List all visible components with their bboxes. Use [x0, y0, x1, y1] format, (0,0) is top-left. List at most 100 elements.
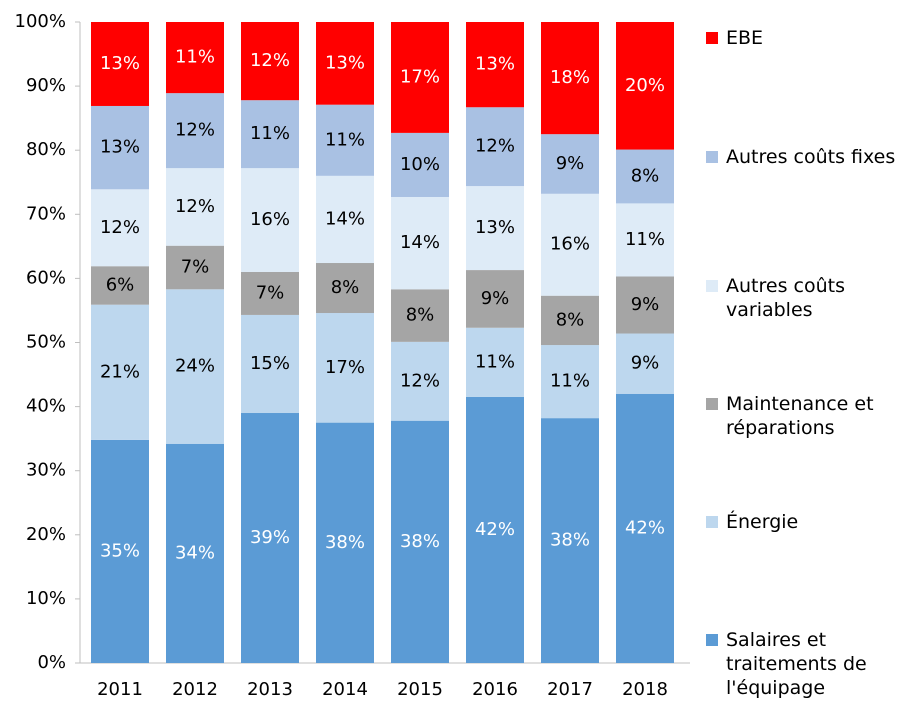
bar-segment [466, 270, 524, 328]
data-label: 11% [250, 123, 290, 144]
x-tick-label: 2015 [397, 679, 443, 700]
bar-segment [541, 418, 599, 663]
bar-segment [316, 313, 374, 423]
bar-segment [391, 132, 449, 197]
data-label: 16% [250, 209, 290, 230]
bar-segment [91, 266, 149, 305]
bar-segment [466, 186, 524, 271]
bar-segment [166, 245, 224, 290]
data-label: 10% [400, 154, 440, 175]
data-label: 15% [250, 353, 290, 374]
data-label: 8% [406, 305, 435, 326]
legend-swatch [706, 32, 718, 44]
bar-segment [391, 289, 449, 342]
data-label: 8% [556, 309, 585, 330]
legend-item: Autres coûts fixes [706, 145, 906, 169]
legend-label: Salaires et traitements de l'équipage [726, 629, 867, 699]
y-tick-label: 20% [26, 524, 66, 545]
bar-segment [466, 396, 524, 663]
bar-segment [466, 107, 524, 187]
bar-segment [166, 22, 224, 94]
bar-segment [166, 93, 224, 169]
data-label: 12% [175, 196, 215, 217]
bar-segment [616, 203, 674, 277]
y-tick-label: 60% [26, 267, 66, 288]
data-label: 8% [631, 165, 660, 186]
data-label: 38% [550, 530, 590, 551]
legend-swatch [706, 151, 718, 163]
data-label: 6% [106, 274, 135, 295]
bar-segment [616, 393, 674, 663]
legend-label: Autres coûts variables [726, 275, 845, 321]
data-label: 11% [475, 351, 515, 372]
data-label: 9% [631, 294, 660, 315]
bar-segment [241, 314, 299, 414]
y-tick-label: 30% [26, 460, 66, 481]
legend-swatch [706, 516, 718, 528]
y-tick-label: 50% [26, 332, 66, 353]
legend-item: Énergie [706, 510, 906, 534]
data-label: 11% [625, 229, 665, 250]
data-label: 20% [625, 75, 665, 96]
bar-segment [616, 22, 674, 150]
x-tick-label: 2011 [97, 679, 143, 700]
data-label: 11% [325, 129, 365, 150]
bar-segment [541, 22, 599, 135]
bar-segment [241, 168, 299, 272]
data-label: 18% [550, 67, 590, 88]
data-label: 16% [550, 234, 590, 255]
data-label: 35% [100, 540, 140, 561]
data-label: 42% [625, 517, 665, 538]
bar-segment [241, 413, 299, 663]
bar-segment [241, 100, 299, 169]
data-label: 12% [175, 120, 215, 141]
data-label: 13% [100, 137, 140, 158]
bar-segment [166, 168, 224, 246]
bar-segment [91, 304, 149, 440]
legend-item: EBE [706, 26, 906, 50]
data-label: 17% [325, 357, 365, 378]
data-label: 9% [481, 288, 510, 309]
legend-label: EBE [726, 27, 764, 49]
bar-segment [391, 22, 449, 133]
bar-segment [241, 22, 299, 101]
x-tick-label: 2017 [547, 679, 593, 700]
legend-item: Salaires et traitements de l'équipage [706, 628, 906, 700]
data-label: 9% [556, 153, 585, 174]
data-label: 8% [331, 277, 360, 298]
data-label: 12% [250, 50, 290, 71]
x-tick-label: 2013 [247, 679, 293, 700]
bar-segment [91, 22, 149, 106]
data-label: 12% [475, 136, 515, 157]
x-tick-label: 2016 [472, 679, 518, 700]
bar-segment [616, 333, 674, 394]
bar-segment [91, 189, 149, 267]
legend-label: Maintenance et réparations [726, 393, 874, 439]
bar-segment [616, 276, 674, 334]
data-label: 24% [175, 356, 215, 377]
y-tick-label: 0% [37, 652, 66, 673]
data-label: 12% [100, 217, 140, 238]
legend-swatch [706, 634, 718, 646]
data-label: 13% [325, 52, 365, 73]
y-tick-label: 70% [26, 203, 66, 224]
legend-label: Énergie [726, 511, 799, 533]
bar-segment [316, 104, 374, 176]
bar-segment [391, 196, 449, 290]
legend-item: Maintenance et réparations [706, 392, 906, 440]
data-label: 14% [400, 232, 440, 253]
data-label: 38% [400, 531, 440, 552]
bar-segment [91, 105, 149, 190]
data-label: 7% [181, 257, 210, 278]
y-tick-label: 80% [26, 139, 66, 160]
bar-segment [541, 134, 599, 194]
data-label: 11% [175, 47, 215, 68]
legend-item: Autres coûts variables [706, 274, 906, 322]
legend-swatch [706, 398, 718, 410]
y-tick-label: 10% [26, 588, 66, 609]
legend-swatch [706, 280, 718, 292]
bar-segment [541, 193, 599, 296]
legend-label: Autres coûts fixes [726, 146, 896, 168]
